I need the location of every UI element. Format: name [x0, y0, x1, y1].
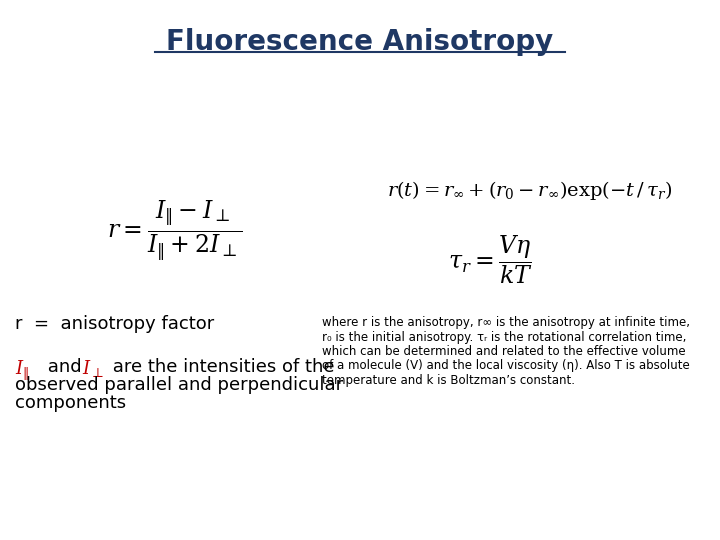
Text: $r(t) = r_{\infty} + (r_{0} - r_{\infty})\mathrm{exp}(-t\,/\,\tau_{r})$: $r(t) = r_{\infty} + (r_{0} - r_{\infty}… [387, 179, 672, 201]
Text: temperature and k is Boltzman’s constant.: temperature and k is Boltzman’s constant… [322, 374, 575, 387]
Text: r  =  anisotropy factor: r = anisotropy factor [15, 315, 215, 333]
Text: Fluorescence Anisotropy: Fluorescence Anisotropy [166, 28, 554, 56]
Text: $\tau_{r} = \dfrac{V\eta}{kT}$: $\tau_{r} = \dfrac{V\eta}{kT}$ [448, 234, 533, 286]
Text: r₀ is the initial anisotropy. τᵣ is the rotational correlation time,: r₀ is the initial anisotropy. τᵣ is the … [322, 330, 686, 343]
Text: observed parallel and perpendicular: observed parallel and perpendicular [15, 376, 343, 394]
Text: $r = \dfrac{I_{\|} - I_{\bot}}{I_{\|} + 2I_{\bot}}$: $r = \dfrac{I_{\|} - I_{\bot}}{I_{\|} + … [107, 198, 243, 261]
Text: $I_{\bot}$: $I_{\bot}$ [82, 358, 104, 379]
Text: components: components [15, 394, 126, 412]
Text: and: and [42, 358, 87, 376]
Text: where r is the anisotropy, r∞ is the anisotropy at infinite time,: where r is the anisotropy, r∞ is the ani… [322, 316, 690, 329]
Text: of a molecule (V) and the local viscosity (η). Also T is absolute: of a molecule (V) and the local viscosit… [322, 360, 690, 373]
Text: $I_{\|}$: $I_{\|}$ [15, 358, 29, 381]
Text: which can be determined and related to the effective volume: which can be determined and related to t… [322, 345, 685, 358]
Text: are the intensities of the: are the intensities of the [107, 358, 335, 376]
